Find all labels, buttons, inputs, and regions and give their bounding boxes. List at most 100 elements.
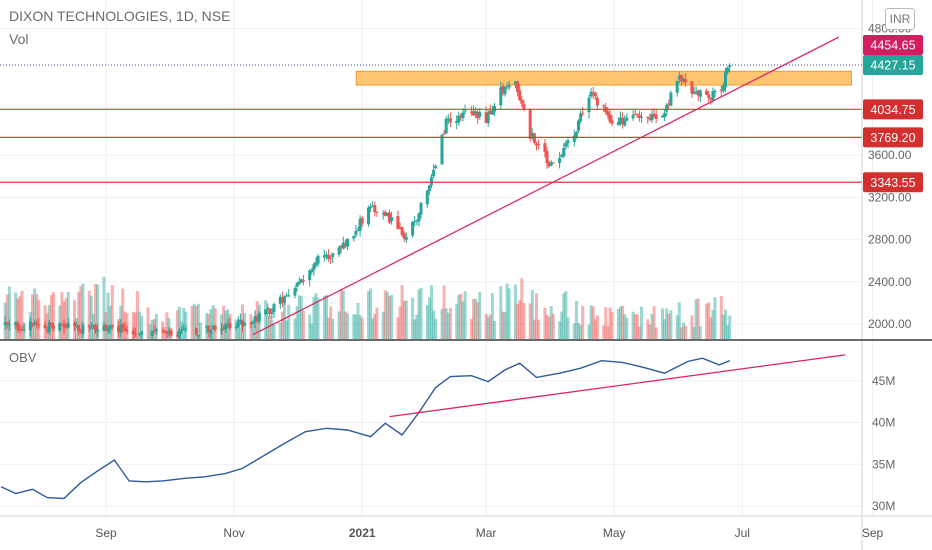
volume-bar <box>493 321 496 339</box>
candle-body <box>16 323 19 330</box>
candle-body <box>443 133 446 134</box>
candle-body <box>140 331 143 334</box>
volume-bar <box>552 314 555 339</box>
x-tick-label: Mar <box>476 526 497 540</box>
volume-bar <box>699 326 702 339</box>
candle-body <box>546 151 549 163</box>
candle-body <box>611 121 614 124</box>
level-tag: 3343.55 <box>870 176 915 190</box>
candle-body <box>646 117 649 118</box>
candle-body <box>533 133 536 142</box>
volume-bar <box>669 310 672 339</box>
candle-body <box>396 216 399 229</box>
candle-body <box>623 120 626 125</box>
candle-body <box>445 119 448 133</box>
volume-bar <box>420 288 423 339</box>
volume-bar <box>52 292 55 339</box>
candle-body <box>699 90 702 97</box>
candle-body <box>426 191 429 205</box>
volume-bar <box>111 285 114 339</box>
candle-body <box>294 288 297 296</box>
y-tick-label: 2800.00 <box>868 233 912 247</box>
candle-body <box>504 86 507 94</box>
resistance-zone-layer <box>356 71 851 85</box>
volume-bar <box>302 310 305 339</box>
candle-body <box>237 322 240 327</box>
candle-body <box>283 297 286 303</box>
volume-bar <box>684 326 687 339</box>
candle-body <box>197 335 200 336</box>
candle-body <box>308 271 311 280</box>
volume-bar <box>361 318 364 339</box>
candle-body <box>417 213 420 221</box>
volume-bar <box>508 288 511 339</box>
candle-body <box>44 325 47 328</box>
candle-body <box>636 114 639 115</box>
volume-bar <box>537 320 540 339</box>
volume-bar <box>434 319 437 339</box>
candle-body <box>134 334 137 335</box>
volume-bar <box>331 319 334 339</box>
candle-body <box>50 323 53 326</box>
candle-body <box>52 326 55 329</box>
candle-body <box>90 328 93 329</box>
x-tick-label: May <box>603 526 626 540</box>
volume-bar <box>214 308 217 339</box>
candle-body <box>346 239 349 247</box>
candle-body <box>405 237 408 240</box>
volume-bar <box>287 305 290 339</box>
obv-y-tick-label: 30M <box>872 499 895 513</box>
candle-body <box>132 331 135 334</box>
candle-body <box>676 81 679 93</box>
candle-body <box>588 98 591 112</box>
volume-bar <box>567 318 570 339</box>
volume-bar <box>581 306 584 339</box>
candle-body <box>367 208 370 225</box>
candle-body <box>432 170 435 176</box>
volume-bar <box>596 315 599 339</box>
candle-body <box>518 90 521 100</box>
candle-body <box>441 135 444 165</box>
candle-body <box>449 118 452 122</box>
candle-body <box>543 143 546 152</box>
candle-body <box>312 264 315 270</box>
candle-body <box>714 91 717 92</box>
chart-title: DIXON TECHNOLOGIES, 1D, NSE <box>9 8 230 24</box>
candle-body <box>29 322 32 331</box>
x-tick-label: Sep <box>862 526 884 540</box>
candle-body <box>690 81 693 93</box>
candle-body <box>77 325 80 331</box>
candle-body <box>121 324 124 328</box>
candle-body <box>537 144 540 145</box>
volume-bar <box>640 307 643 339</box>
x-tick-label: 2021 <box>349 526 376 540</box>
volume-bar <box>8 286 11 339</box>
candle-body <box>8 324 11 325</box>
candle-body <box>462 112 465 118</box>
candle-body <box>287 295 290 296</box>
candle-body <box>390 217 393 221</box>
candle-body <box>310 270 313 272</box>
candle-body <box>302 280 305 281</box>
y-tick-label: 3600.00 <box>868 148 912 162</box>
candle-body <box>258 313 261 321</box>
candle-body <box>567 141 570 144</box>
candle-body <box>705 91 708 95</box>
candle-body <box>67 323 70 327</box>
obv-y-tick-label: 45M <box>872 374 895 388</box>
candle-body <box>161 330 164 331</box>
candle-body <box>354 231 357 235</box>
candle-body <box>184 329 187 330</box>
volume-bar <box>464 291 467 339</box>
level-tag: 4034.75 <box>870 103 915 117</box>
candle-body <box>632 115 635 118</box>
candle-body <box>264 310 267 314</box>
candle-body <box>224 325 227 330</box>
currency-badge[interactable]: INR <box>885 8 915 30</box>
candle-body <box>153 331 156 332</box>
candle-body <box>155 329 158 331</box>
candle-body <box>430 177 433 185</box>
resistance-zone <box>356 71 851 85</box>
candle-body <box>317 256 320 264</box>
